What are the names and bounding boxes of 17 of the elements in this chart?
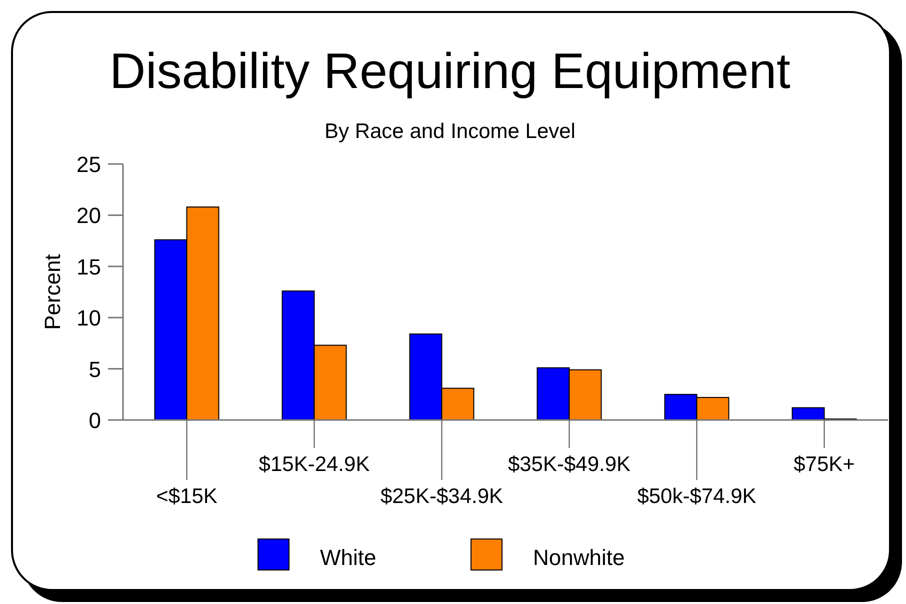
chart-subtitle: By Race and Income Level (324, 120, 576, 143)
y-tick-label: 25 (76, 152, 101, 177)
x-tick-label: $75K+ (794, 453, 855, 476)
legend-label: White (320, 545, 376, 570)
x-tick-label: $35K-$49.9K (508, 453, 631, 476)
y-tick-label: 0 (88, 408, 101, 433)
y-tick-label: 20 (76, 203, 101, 228)
y-axis-title: Percent (40, 254, 65, 330)
y-tick-label: 10 (76, 306, 101, 331)
legend-label: Nonwhite (533, 545, 625, 570)
chart-title: Disability Requiring Equipment (110, 43, 791, 99)
x-tick-label: $50k-$74.9K (637, 485, 756, 508)
y-tick-label: 15 (76, 254, 101, 280)
x-tick-label: $15K-24.9K (258, 453, 370, 476)
y-tick-label: 5 (88, 356, 101, 382)
x-tick-label: $25K-$34.9K (380, 485, 504, 508)
x-tick-label: <$15K (156, 485, 218, 508)
